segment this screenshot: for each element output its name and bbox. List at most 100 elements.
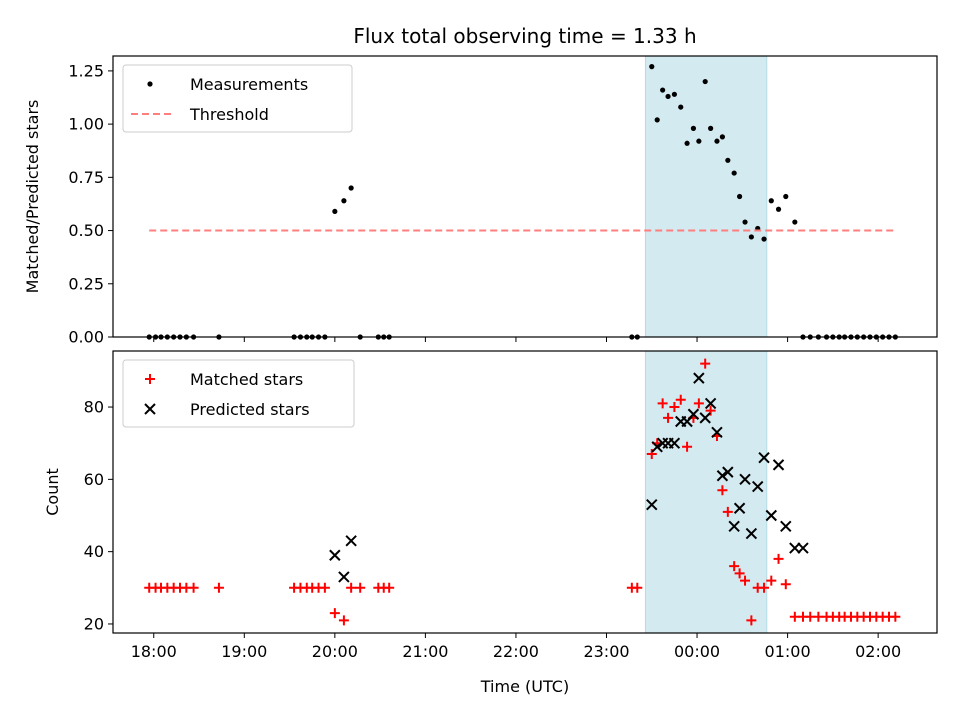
bottom-xlabel: Time (UTC) (480, 677, 569, 696)
data-point (759, 582, 770, 593)
data-point (719, 134, 725, 140)
bottom-xtick-label: 00:00 (674, 642, 720, 661)
data-point (668, 437, 681, 449)
data-point (341, 198, 347, 204)
data-point (213, 582, 224, 593)
data-point (761, 236, 767, 242)
bottom-xtick-label: 01:00 (765, 642, 811, 661)
data-point (663, 412, 674, 423)
data-point (725, 157, 731, 163)
data-point (780, 520, 792, 533)
data-point (355, 582, 366, 593)
top-axes-frame (112, 55, 938, 338)
data-point (746, 615, 757, 626)
data-point (699, 412, 711, 424)
data-point (646, 498, 658, 511)
data-point (780, 579, 791, 590)
bottom-series-predicted-stars (329, 372, 809, 583)
bottom-xtick-label: 20:00 (312, 642, 358, 661)
data-point (649, 64, 655, 70)
data-point (733, 502, 746, 514)
legend-box (122, 359, 355, 428)
data-point (752, 480, 764, 493)
data-point (722, 506, 733, 517)
data-point (728, 520, 740, 533)
bottom-xtick-label: 18:00 (131, 642, 177, 661)
data-point (783, 193, 789, 200)
legend-label: Matched stars (190, 370, 303, 389)
top-panel: 0.00 0.25 0.50 0.75 1.00 1.25 Matched/Predicte… (23, 55, 938, 347)
bottom-ytick-label: 60 (84, 470, 104, 489)
data-point (646, 449, 657, 460)
data-point (687, 408, 700, 420)
data-point (729, 561, 740, 572)
data-point (734, 568, 745, 579)
data-point (319, 582, 330, 593)
data-point (693, 372, 705, 384)
data-point (338, 615, 349, 626)
data-point (705, 405, 716, 416)
data-point (696, 138, 702, 144)
top-ytick-label: 0.25 (68, 274, 104, 293)
top-ytick-label: 0.00 (68, 328, 104, 347)
data-point (745, 527, 758, 540)
data-point (740, 575, 751, 586)
data-point (717, 485, 728, 496)
bottom-ytick-label: 20 (84, 614, 104, 633)
data-point (345, 535, 357, 547)
data-point (332, 208, 338, 215)
bottom-xtick-label: 23:00 (583, 642, 629, 661)
data-point (675, 394, 686, 405)
data-point (338, 571, 350, 583)
data-point (714, 138, 720, 144)
data-point (890, 611, 901, 622)
data-point (742, 219, 748, 225)
data-point (737, 193, 743, 200)
bottom-xtick-label: 02:00 (855, 642, 901, 661)
top-legend: Measurements Threshold (122, 64, 353, 133)
data-point (766, 575, 777, 586)
top-highlight-span (644, 55, 768, 338)
data-point (773, 553, 784, 564)
bottom-panel: 20 40 60 80 18:00 19:00 20:00 21:00 22:00 23:00 00… (43, 350, 938, 696)
bottom-xtick-label: 19:00 (221, 642, 267, 661)
data-point (789, 542, 801, 554)
data-point (702, 78, 708, 85)
data-point (329, 549, 341, 561)
data-point (665, 93, 671, 100)
data-point (671, 91, 678, 97)
top-ytick-label: 0.75 (68, 168, 104, 187)
bottom-axes-frame (112, 350, 938, 634)
top-ytick-label: 1.25 (68, 61, 104, 80)
data-point (700, 358, 711, 369)
legend-marker (145, 374, 155, 384)
data-point (657, 398, 668, 409)
data-point (384, 582, 395, 593)
bottom-xtick-label: 22:00 (493, 642, 539, 661)
data-point (660, 87, 666, 93)
top-ylabel: Matched/Predicted stars (23, 100, 42, 294)
legend-box (122, 64, 353, 133)
bottom-highlight-span (644, 350, 768, 634)
top-ytick-label: 1.00 (68, 115, 104, 134)
top-ytick-label: 0.50 (68, 221, 104, 240)
bottom-series-matched-stars (144, 358, 901, 626)
legend-marker (147, 81, 153, 87)
data-point (188, 582, 199, 593)
data-point (731, 170, 737, 176)
legend-marker (144, 403, 156, 415)
data-point (739, 473, 751, 486)
data-point (768, 198, 774, 204)
bottom-ytick-label: 80 (84, 398, 104, 417)
data-point (693, 398, 704, 409)
data-point (711, 426, 723, 439)
bottom-ylabel: Count (43, 468, 62, 516)
bottom-ytick-label: 40 (84, 542, 104, 561)
data-point (797, 542, 809, 554)
data-point (765, 509, 778, 522)
data-point (775, 206, 782, 212)
data-point (346, 582, 357, 593)
data-point (690, 125, 697, 131)
data-point (678, 104, 684, 110)
